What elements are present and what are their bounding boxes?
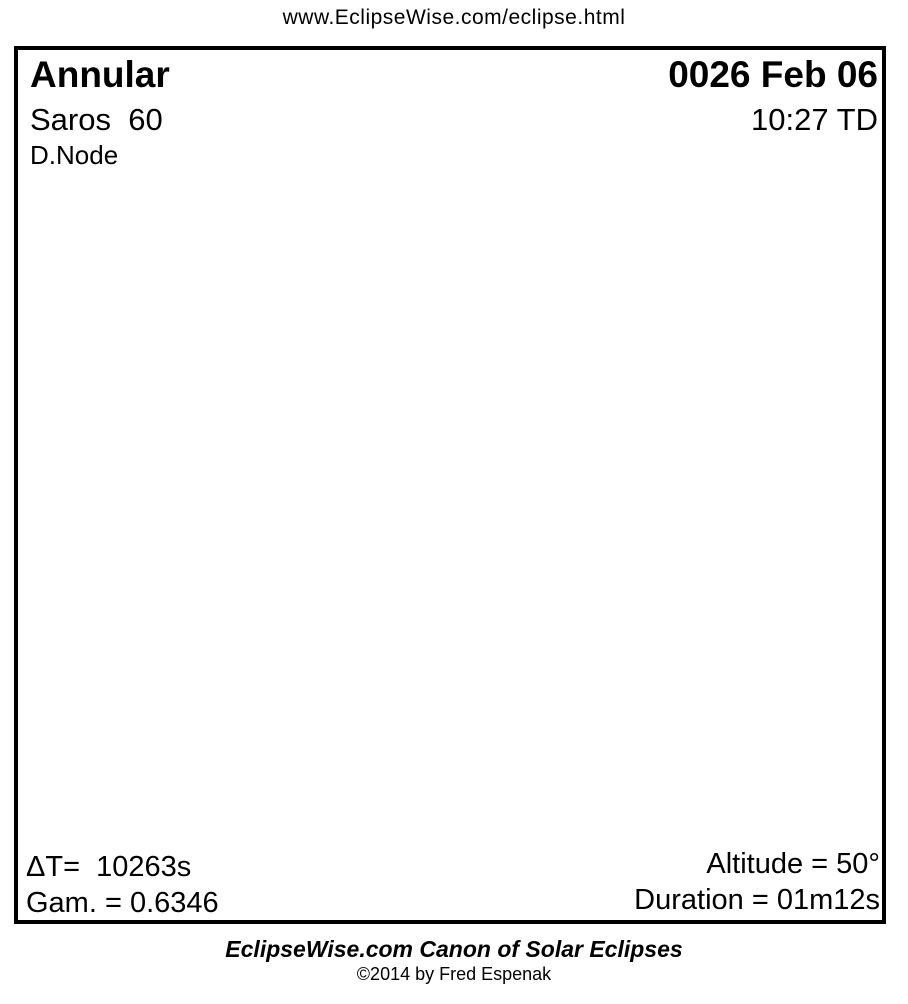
gamma-label: Gam. = 0.6346 [26,887,219,919]
duration-label: Duration = 01m12s [634,884,880,916]
delta-t-label: ΔT= 10263s [26,851,192,883]
node-label: D.Node [30,140,119,170]
altitude-label: Altitude = 50° [706,848,880,880]
site-url-text: www.EclipseWise.com/eclipse.html [282,6,626,29]
eclipse-time-label: 10:27 TD [751,102,878,137]
eclipse-date-label: 0026 Feb 06 [668,54,878,95]
eclipse-type-label: Annular [30,54,170,95]
copyright-text: ©2014 by Fred Espenak [356,964,552,984]
map-frame [14,46,886,924]
saros-label: Saros 60 [30,102,163,137]
canon-title: EclipseWise.com Canon of Solar Eclipses [225,936,683,962]
